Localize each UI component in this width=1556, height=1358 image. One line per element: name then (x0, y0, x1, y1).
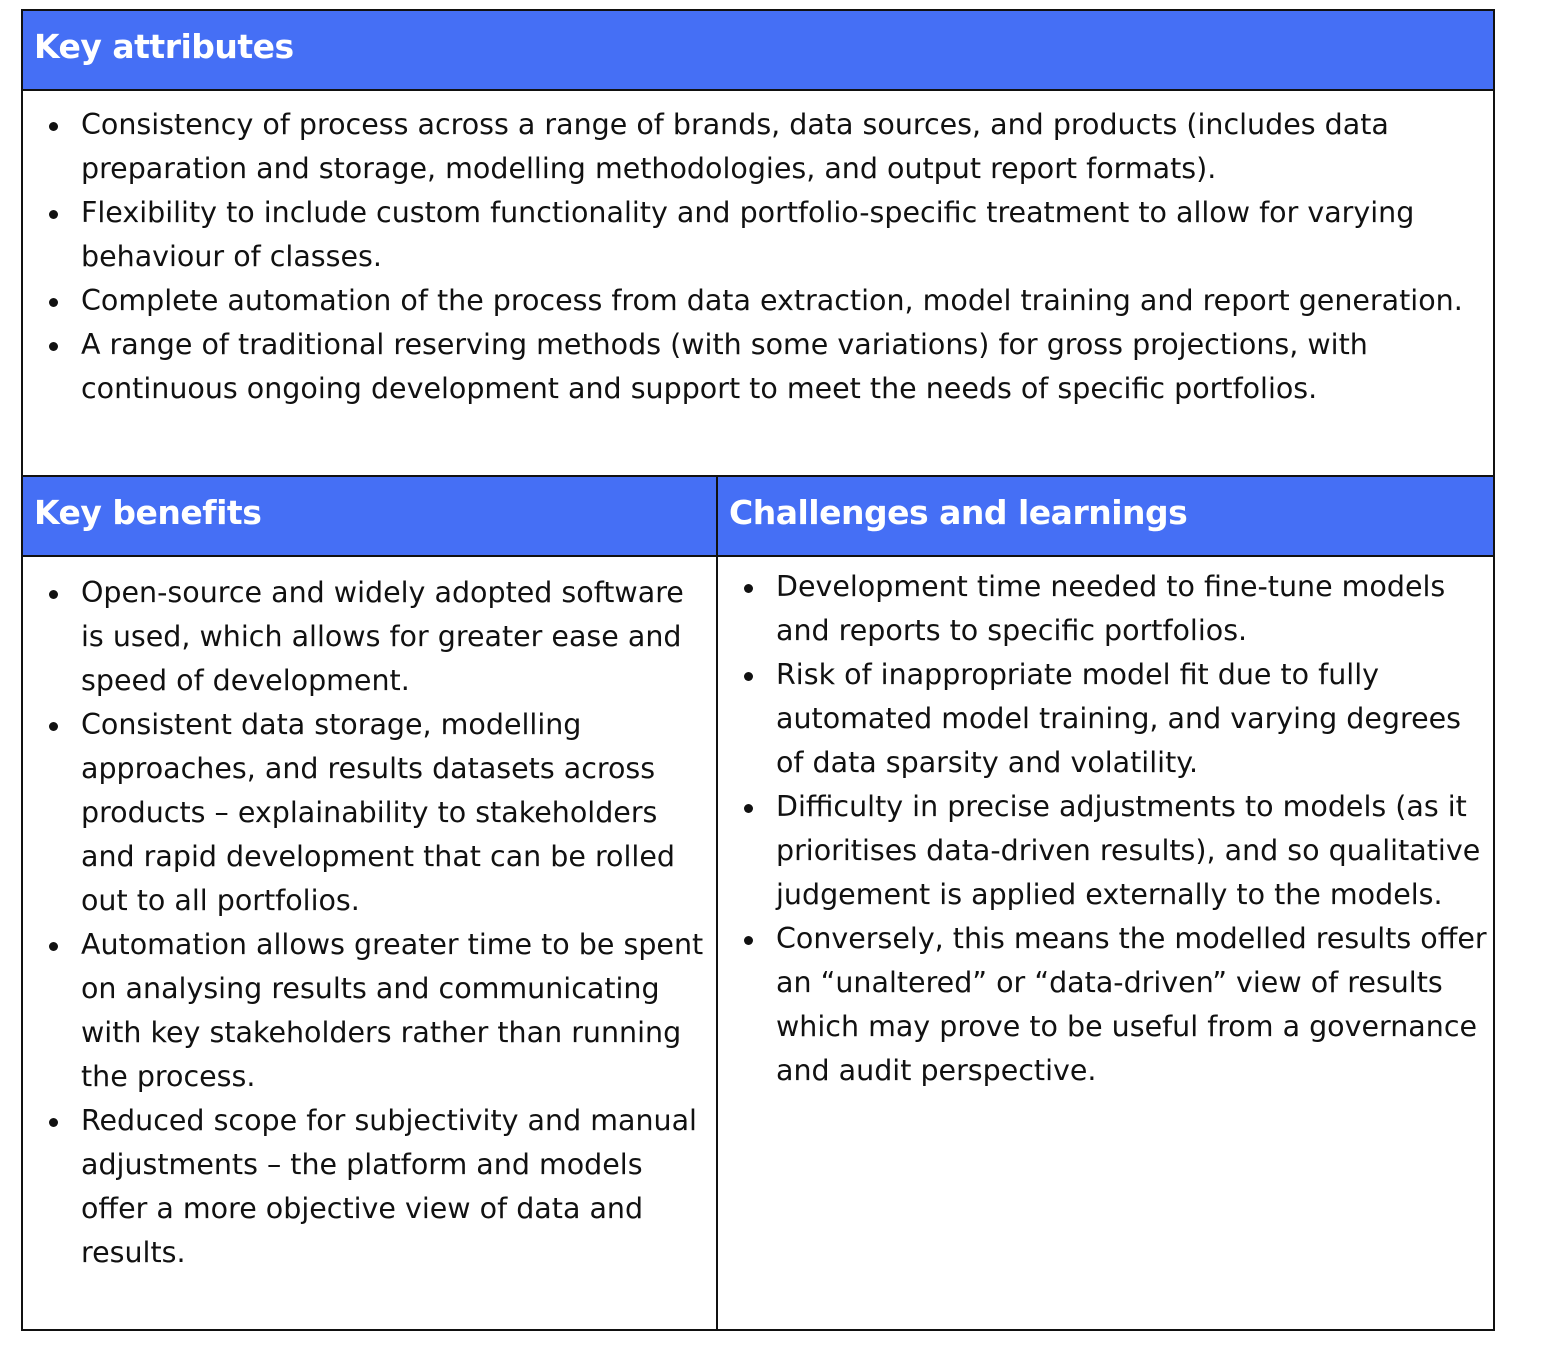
challenges-cell: Development time needed to fine-tune mod… (718, 557, 1493, 1329)
list-item: Flexibility to include custom functional… (23, 191, 1483, 279)
key-benefits-list: Open-source and widely adopted software … (23, 571, 710, 1275)
key-attributes-row: Consistency of process across a range of… (23, 89, 1493, 475)
key-benefits-header: Key benefits (23, 477, 718, 555)
list-item: Development time needed to fine-tune mod… (718, 565, 1487, 653)
key-attributes-cell: Consistency of process across a range of… (23, 91, 1493, 475)
key-benefits-cell: Open-source and widely adopted software … (23, 557, 718, 1329)
list-item: Automation allows greater time to be spe… (23, 923, 710, 1099)
key-attributes-list: Consistency of process across a range of… (23, 103, 1483, 411)
section-header-row: Key benefits Challenges and learnings (23, 475, 1493, 555)
challenges-list: Development time needed to fine-tune mod… (718, 565, 1487, 1093)
summary-table: Key attributes Consistency of process ac… (21, 9, 1495, 1331)
section-body-row: Open-source and widely adopted software … (23, 555, 1493, 1329)
list-item: A range of traditional reserving methods… (23, 323, 1483, 411)
list-item: Conversely, this means the modelled resu… (718, 917, 1487, 1093)
list-item: Reduced scope for subjectivity and manua… (23, 1099, 710, 1275)
list-item: Complete automation of the process from … (23, 279, 1483, 323)
list-item: Difficulty in precise adjustments to mod… (718, 785, 1487, 917)
list-item: Consistent data storage, modelling appro… (23, 703, 710, 923)
challenges-header: Challenges and learnings (718, 477, 1493, 555)
key-attributes-header: Key attributes (23, 11, 1493, 89)
list-item: Consistency of process across a range of… (23, 103, 1483, 191)
list-item: Open-source and widely adopted software … (23, 571, 710, 703)
list-item: Risk of inappropriate model fit due to f… (718, 653, 1487, 785)
